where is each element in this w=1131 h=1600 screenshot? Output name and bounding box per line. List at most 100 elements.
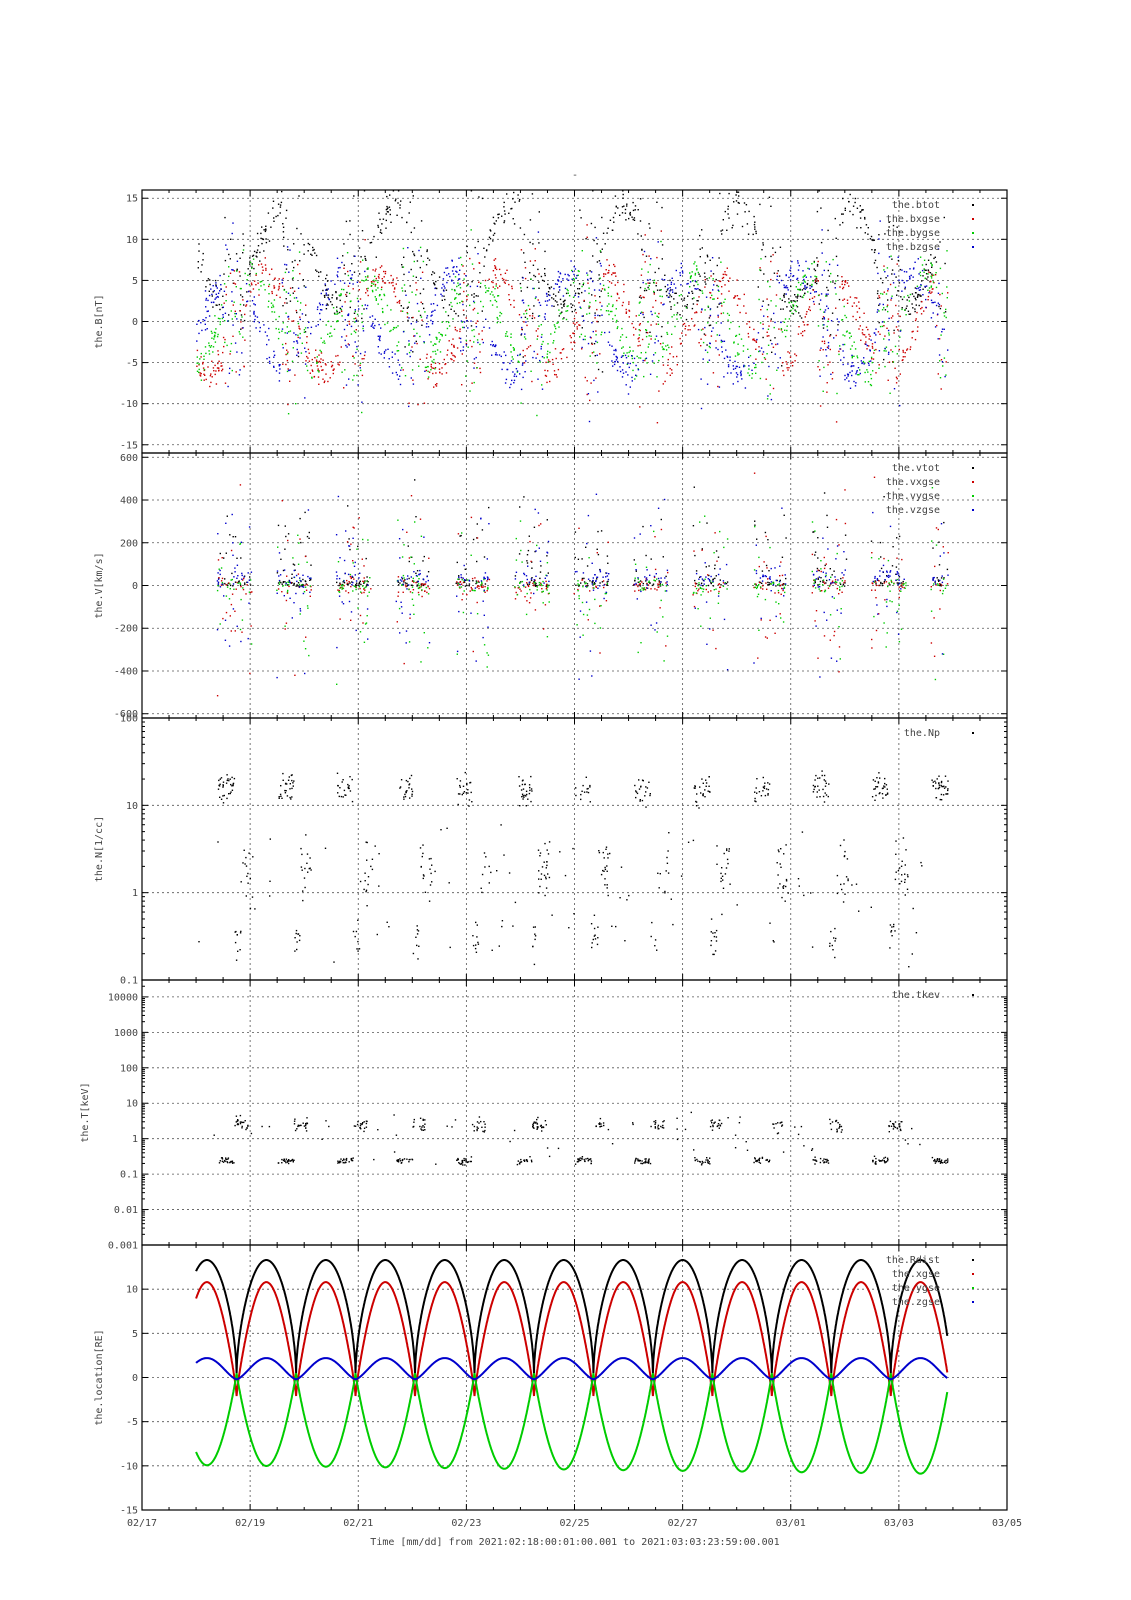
data-point bbox=[222, 583, 224, 585]
data-point bbox=[422, 583, 424, 585]
data-point bbox=[373, 327, 375, 329]
data-point bbox=[481, 529, 484, 531]
data-point bbox=[416, 332, 418, 335]
data-point bbox=[208, 342, 210, 344]
data-point bbox=[639, 344, 641, 347]
data-point bbox=[794, 360, 796, 362]
data-point bbox=[893, 332, 895, 334]
data-point bbox=[934, 678, 937, 681]
data-point bbox=[284, 263, 286, 266]
data-point bbox=[279, 204, 282, 206]
data-point bbox=[689, 277, 692, 279]
data-point bbox=[748, 210, 750, 213]
data-point bbox=[552, 293, 555, 295]
data-point bbox=[844, 283, 846, 286]
data-point bbox=[460, 350, 462, 352]
data-point bbox=[706, 351, 709, 354]
data-point bbox=[595, 330, 597, 332]
data-point bbox=[897, 572, 899, 574]
data-point bbox=[537, 231, 540, 233]
data-point bbox=[589, 355, 591, 357]
data-point bbox=[855, 318, 857, 321]
data-point bbox=[519, 373, 521, 375]
data-point bbox=[909, 277, 911, 279]
data-point bbox=[669, 367, 671, 370]
data-point bbox=[699, 576, 701, 578]
data-point bbox=[598, 260, 601, 262]
data-point bbox=[584, 290, 586, 292]
data-point bbox=[358, 581, 361, 584]
data-point bbox=[550, 333, 552, 335]
data-point bbox=[570, 303, 572, 305]
data-point bbox=[470, 325, 473, 327]
data-point bbox=[599, 250, 602, 252]
data-point bbox=[753, 215, 755, 218]
data-point bbox=[838, 298, 841, 301]
data-point bbox=[753, 338, 755, 340]
data-point bbox=[935, 286, 938, 289]
data-point bbox=[289, 330, 292, 332]
data-point bbox=[722, 582, 725, 584]
data-point bbox=[354, 317, 357, 319]
data-point bbox=[838, 353, 840, 356]
data-point bbox=[791, 361, 794, 363]
data-point bbox=[716, 560, 718, 562]
data-point bbox=[486, 290, 488, 292]
data-point bbox=[388, 206, 391, 208]
data-point bbox=[599, 652, 601, 654]
data-point bbox=[565, 318, 568, 321]
data-point bbox=[780, 617, 782, 619]
data-point bbox=[350, 577, 353, 579]
data-point bbox=[717, 573, 720, 576]
data-point bbox=[440, 333, 442, 335]
data-point bbox=[831, 582, 833, 584]
data-point bbox=[216, 589, 219, 592]
data-point bbox=[540, 565, 542, 567]
data-point bbox=[209, 283, 211, 286]
data-point bbox=[423, 342, 425, 344]
data-point bbox=[337, 312, 339, 315]
data-point bbox=[564, 287, 567, 290]
data-point bbox=[866, 369, 868, 371]
data-point bbox=[208, 290, 210, 292]
data-point bbox=[806, 282, 809, 285]
data-point bbox=[788, 318, 791, 320]
data-point bbox=[669, 279, 671, 282]
data-point bbox=[884, 271, 886, 273]
data-point bbox=[399, 582, 401, 584]
data-point bbox=[768, 570, 770, 572]
data-point bbox=[818, 190, 820, 192]
data-point bbox=[210, 373, 212, 375]
data-point bbox=[345, 293, 347, 296]
data-point bbox=[408, 641, 411, 643]
data-point bbox=[940, 305, 942, 307]
data-point bbox=[333, 368, 335, 370]
data-point bbox=[487, 654, 490, 656]
data-point bbox=[665, 645, 667, 647]
data-point bbox=[336, 297, 338, 299]
data-point bbox=[472, 309, 474, 311]
data-point bbox=[938, 282, 940, 285]
data-point bbox=[554, 325, 556, 328]
data-point bbox=[754, 583, 756, 585]
data-point bbox=[693, 550, 695, 552]
data-point bbox=[344, 273, 346, 275]
data-point bbox=[599, 627, 602, 629]
data-point bbox=[785, 274, 787, 277]
data-point bbox=[532, 582, 534, 585]
data-point bbox=[536, 584, 538, 587]
data-point bbox=[906, 299, 908, 301]
data-point bbox=[845, 316, 848, 319]
data-point bbox=[523, 585, 525, 588]
data-point bbox=[359, 367, 361, 369]
data-point bbox=[649, 263, 651, 266]
data-point bbox=[470, 516, 473, 519]
data-point bbox=[589, 270, 591, 272]
data-point bbox=[548, 601, 550, 603]
data-point bbox=[283, 245, 285, 247]
data-point bbox=[696, 281, 698, 283]
data-point bbox=[281, 591, 283, 593]
data-point bbox=[304, 397, 306, 399]
data-point bbox=[295, 403, 297, 405]
data-point bbox=[325, 373, 327, 375]
